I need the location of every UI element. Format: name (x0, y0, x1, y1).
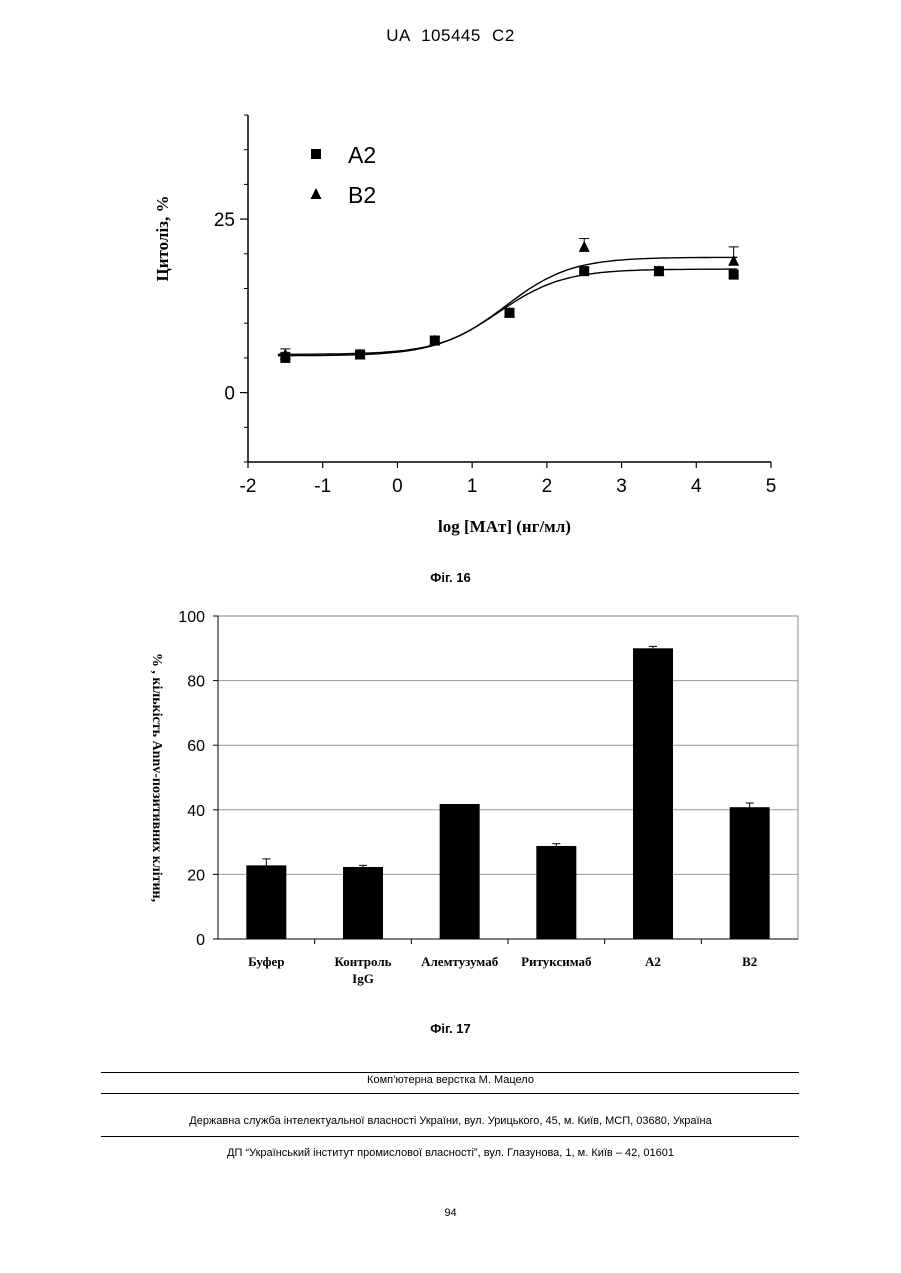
data-point-A2 (579, 266, 589, 276)
footer-rule-top (101, 1072, 799, 1073)
x-axis-label: log [MAт] (нг/мл) (438, 517, 571, 536)
data-point-B2 (579, 241, 590, 252)
category-label: В2 (742, 954, 757, 969)
y-tick-label: 80 (187, 674, 205, 691)
y-axis-label: % , кількість Annv-позитивних клітин, (149, 653, 164, 902)
x-tick-label: 5 (766, 476, 777, 497)
x-tick-label: -2 (240, 476, 257, 497)
y-tick-label: 20 (187, 867, 205, 884)
legend-label-A2: A2 (348, 142, 376, 168)
figure-17-caption: Фіг. 17 (0, 1021, 901, 1036)
category-label: А2 (645, 954, 661, 969)
category-label: КонтрольIgG (334, 954, 391, 986)
y-tick-label: 0 (224, 384, 235, 405)
x-tick-label: 3 (616, 476, 627, 497)
bar (730, 807, 770, 939)
legend-marker-B2 (311, 188, 322, 199)
agency-address: Державна служба інтелектуальної власност… (0, 1115, 901, 1127)
y-axis-label: Цитоліз, % (153, 195, 172, 281)
y-tick-label: 25 (214, 210, 235, 231)
y-tick-label: 100 (178, 609, 205, 626)
bar (343, 867, 383, 939)
legend-label-B2: B2 (348, 182, 376, 208)
legend-marker-A2 (311, 149, 321, 159)
data-point-B2 (728, 255, 739, 266)
page-number: 94 (0, 1207, 901, 1219)
bar (536, 846, 576, 939)
category-label: Алемтузумаб (421, 954, 499, 969)
data-point-A2 (729, 270, 739, 280)
composer-credit: Комп’ютерна верстка М. Мацело (0, 1074, 901, 1086)
document-id: UA 105445 C2 (0, 26, 901, 46)
y-tick-label: 40 (187, 803, 205, 820)
plot-area (218, 616, 798, 939)
footer-rule-middle (101, 1093, 799, 1094)
x-tick-label: 2 (542, 476, 553, 497)
footer-rule-bottom (101, 1136, 799, 1137)
bar (440, 804, 480, 939)
bar (246, 865, 286, 939)
x-tick-label: 4 (691, 476, 702, 497)
x-tick-label: -1 (314, 476, 331, 497)
x-tick-label: 0 (392, 476, 403, 497)
figure-16-chart: -2 -1 0 1 2 3 4 5 0 25 log [MAт] (нг/мл) Цитоліз, %… (0, 100, 901, 560)
institute-address: ДП “Український інститут промислової вла… (0, 1147, 901, 1159)
bar (633, 648, 673, 939)
y-tick-label: 60 (187, 738, 205, 755)
category-label: Буфер (248, 954, 284, 969)
category-label: Ритуксимаб (521, 954, 592, 969)
y-tick-label: 0 (196, 932, 205, 949)
figure-16-caption: Фіг. 16 (0, 570, 901, 585)
figure-17-chart: 0 20 40 60 80 100 Буфер КонтрольIgG Алемтузумаб Р… (0, 600, 901, 1000)
x-tick-label: 1 (467, 476, 478, 497)
